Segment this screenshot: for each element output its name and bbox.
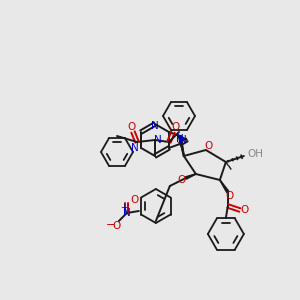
Text: N: N	[179, 135, 187, 145]
Text: N: N	[151, 121, 159, 131]
Text: N: N	[154, 135, 162, 145]
Text: O: O	[127, 122, 135, 132]
Text: N: N	[176, 134, 184, 144]
Text: O: O	[226, 191, 234, 201]
Text: O: O	[113, 221, 121, 231]
Text: N: N	[131, 143, 139, 153]
Text: O: O	[131, 195, 139, 205]
Text: N: N	[123, 208, 131, 218]
Text: −: −	[106, 220, 116, 230]
Polygon shape	[185, 174, 196, 179]
Text: OH: OH	[248, 149, 264, 159]
Text: O: O	[205, 141, 213, 151]
Text: O: O	[171, 122, 179, 132]
Polygon shape	[220, 180, 229, 193]
Text: O: O	[178, 175, 186, 185]
Polygon shape	[178, 136, 184, 156]
Text: O: O	[241, 205, 249, 215]
Text: +: +	[120, 202, 127, 211]
